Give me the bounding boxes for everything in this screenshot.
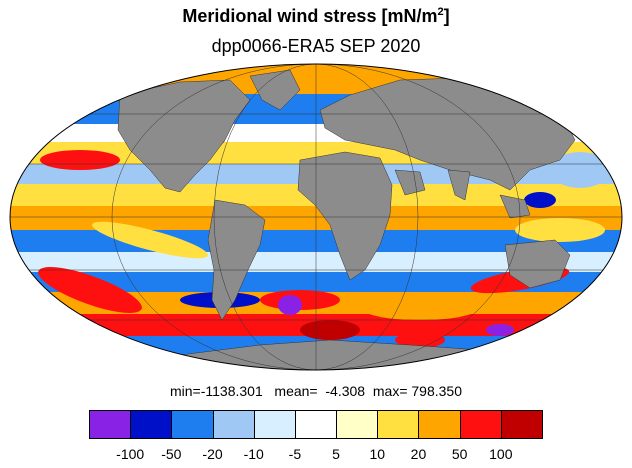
colorbar-box [253, 410, 296, 439]
colorbar-label: 20 [410, 446, 427, 462]
colorbar-label: -5 [288, 446, 302, 462]
colorbar-label: -100 [116, 446, 145, 462]
colorbar-box [212, 410, 255, 439]
chart-title: Meridional wind stress [mN/m2] [182, 6, 450, 26]
colorbar [89, 410, 543, 439]
colorbar-label: 100 [489, 446, 513, 462]
colorbar-box [377, 410, 420, 439]
colorbar-box [500, 410, 543, 439]
colorbar-label: -20 [202, 446, 223, 462]
colorbar-label: -10 [243, 446, 264, 462]
colorbar-label: 50 [451, 446, 468, 462]
colorbar-box [89, 410, 132, 439]
statistics-line: min=-1138.301 mean= -4.308 max= 798.350 [169, 383, 462, 399]
colorbar-box [130, 410, 173, 439]
colorbar-label: 10 [369, 446, 386, 462]
colorbar-label: 5 [332, 446, 340, 462]
colorbar-box [336, 410, 379, 439]
chart-subtitle: dpp0066-ERA5 SEP 2020 [211, 36, 421, 56]
colorbar-box [294, 410, 338, 439]
colorbar-label: -50 [161, 446, 182, 462]
colorbar-box [418, 410, 461, 439]
graticule [10, 64, 622, 370]
colorbar-box [459, 410, 502, 439]
map-mollweide [9, 63, 623, 371]
colorbar-box [171, 410, 214, 439]
